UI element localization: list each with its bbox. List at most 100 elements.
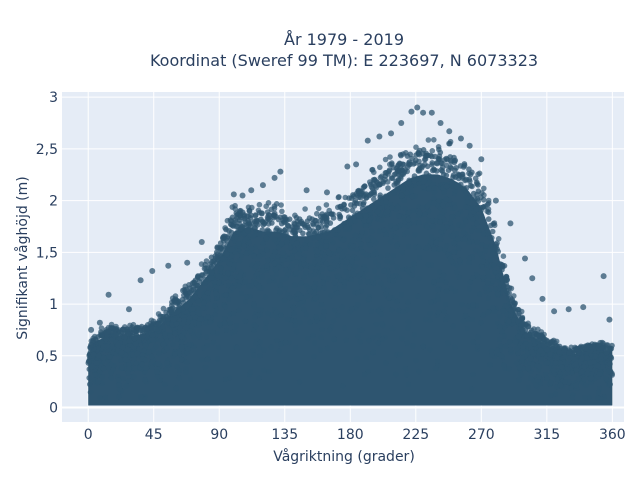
data-point — [232, 328, 238, 335]
data-point — [485, 216, 492, 222]
data-point — [146, 349, 152, 355]
data-point — [429, 148, 436, 154]
outlier-point — [105, 291, 112, 298]
data-point — [290, 305, 297, 311]
data-point — [453, 165, 460, 171]
data-point — [150, 337, 157, 344]
data-point — [467, 178, 473, 184]
data-point — [181, 292, 187, 299]
data-point — [411, 332, 418, 338]
data-point — [427, 347, 433, 353]
data-point — [155, 321, 162, 328]
data-point — [459, 223, 466, 230]
data-point — [318, 334, 325, 341]
data-point — [399, 184, 406, 191]
data-point — [470, 302, 476, 308]
data-point — [435, 144, 442, 150]
data-point — [387, 239, 394, 245]
data-point — [453, 183, 460, 190]
data-point — [431, 185, 438, 191]
data-point — [452, 344, 458, 350]
data-point — [469, 183, 475, 190]
outlier-point — [277, 168, 284, 175]
data-point — [155, 361, 162, 367]
data-point — [501, 283, 508, 290]
y-tick-label: 1,5 — [36, 245, 58, 261]
data-point — [229, 285, 236, 291]
data-point — [437, 214, 443, 220]
data-point — [395, 204, 402, 211]
data-point — [298, 295, 305, 301]
data-point — [275, 244, 282, 251]
data-point — [203, 320, 209, 326]
data-point — [155, 311, 162, 317]
data-point — [405, 299, 411, 306]
data-point — [519, 320, 526, 327]
data-point — [224, 217, 231, 224]
outlier-point — [529, 275, 536, 282]
data-point — [202, 276, 209, 283]
data-point — [242, 278, 249, 285]
data-point — [462, 312, 469, 319]
data-point — [467, 279, 474, 285]
data-point — [87, 389, 94, 396]
data-point — [296, 379, 303, 385]
data-point — [238, 253, 245, 259]
data-point — [341, 248, 348, 254]
data-point — [455, 236, 461, 242]
data-point — [552, 360, 559, 366]
data-point — [484, 268, 491, 275]
data-point — [390, 252, 397, 259]
data-point — [573, 345, 579, 352]
data-point — [352, 263, 359, 270]
data-point — [154, 373, 161, 380]
data-point — [395, 177, 402, 184]
data-point — [528, 349, 535, 355]
data-point — [92, 333, 98, 340]
data-point — [525, 384, 532, 391]
data-point — [581, 363, 587, 370]
data-point — [580, 344, 587, 350]
data-point — [527, 375, 534, 381]
data-point — [229, 246, 235, 253]
data-point — [501, 333, 508, 339]
data-point — [108, 369, 114, 376]
data-point — [465, 303, 472, 309]
data-point — [460, 318, 467, 324]
data-point — [192, 294, 199, 301]
data-point — [579, 368, 585, 375]
data-point — [405, 319, 412, 325]
data-point — [568, 344, 574, 351]
data-point — [229, 253, 235, 260]
data-point — [131, 335, 138, 342]
data-point — [207, 261, 214, 268]
data-point — [252, 212, 259, 219]
data-point — [331, 336, 337, 342]
data-point — [212, 290, 219, 297]
y-tick-label: 1 — [49, 297, 58, 313]
data-point — [195, 332, 201, 339]
data-point — [378, 311, 385, 317]
outlier-point — [539, 295, 546, 302]
data-point — [197, 316, 204, 322]
data-point — [225, 282, 232, 289]
data-point — [582, 394, 588, 401]
data-point — [607, 381, 613, 388]
data-point — [390, 278, 396, 285]
data-point — [86, 375, 92, 381]
data-point — [600, 364, 606, 370]
data-point — [272, 248, 278, 255]
data-point — [188, 323, 195, 330]
data-point — [449, 180, 455, 186]
data-point — [185, 346, 191, 353]
data-point — [374, 274, 380, 281]
outlier-point — [198, 239, 205, 245]
data-point — [441, 189, 447, 196]
data-point — [438, 229, 444, 235]
data-point — [604, 342, 611, 348]
data-point — [570, 356, 577, 362]
data-point — [429, 167, 436, 174]
data-point — [179, 343, 185, 350]
data-point — [387, 154, 393, 160]
data-point — [473, 247, 479, 254]
